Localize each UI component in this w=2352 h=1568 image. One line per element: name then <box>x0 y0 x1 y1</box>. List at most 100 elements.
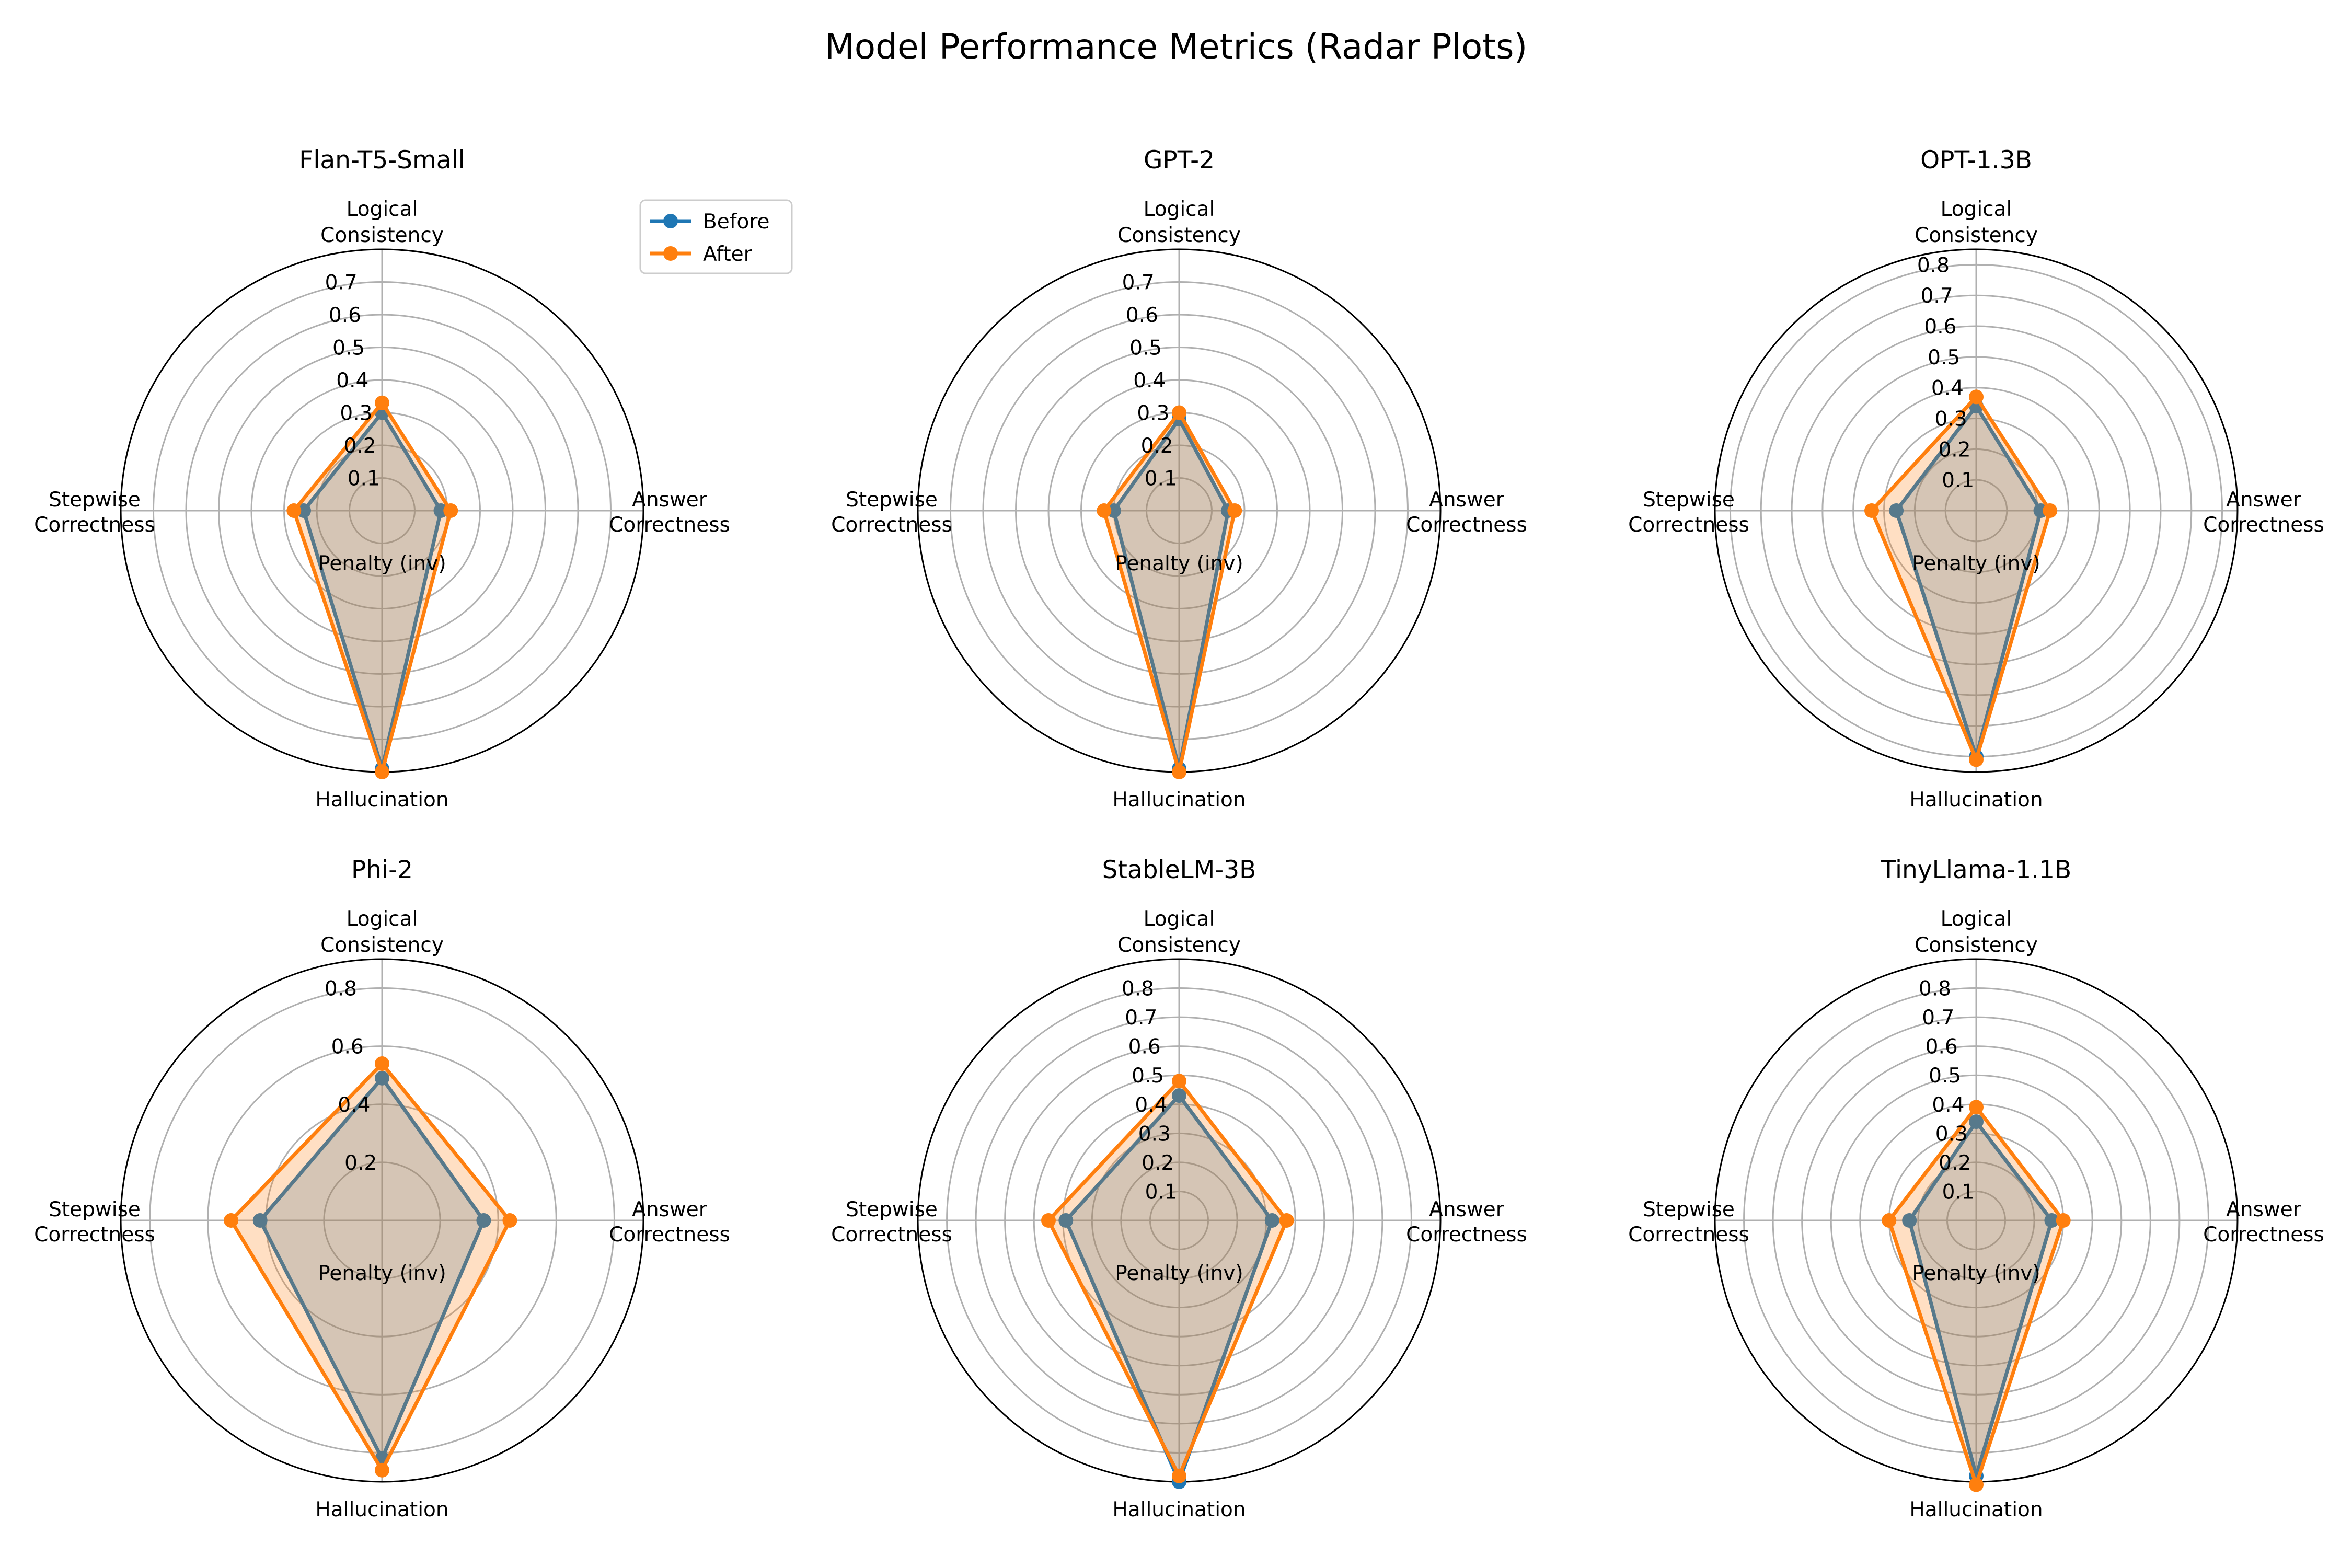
radial-tick-label: 0.5 <box>1929 1064 1961 1088</box>
panel-title: Phi-2 <box>351 856 413 884</box>
data-point-after-answer-correctness <box>502 1213 517 1228</box>
panel-title: TinyLlama-1.1B <box>1881 856 2072 884</box>
axis-label-logical-consistency-line1: Logical <box>1941 907 2012 931</box>
data-point-before-logical-consistency <box>375 1070 389 1086</box>
axis-label-logical-consistency-line1: Logical <box>1941 198 2012 221</box>
radial-tick-label: 0.4 <box>338 1093 370 1117</box>
data-point-before-stepwise-correctness <box>252 1213 268 1228</box>
data-point-before-answer-correctness <box>476 1213 491 1228</box>
data-point-after-logical-consistency <box>375 1056 389 1071</box>
data-point-after-hallucination-penalty-inv <box>1172 765 1186 779</box>
axis-label-hallucination-penalty-inv-line1: Hallucination <box>315 788 448 812</box>
data-point-after-stepwise-correctness <box>1097 503 1112 518</box>
data-point-after-hallucination-penalty-inv <box>1172 1468 1186 1483</box>
axis-label-hallucination-penalty-inv-line1: Hallucination <box>1112 788 1246 812</box>
axis-label-stepwise-correctness-line1: Stepwise <box>1643 488 1735 512</box>
series-fill-before <box>260 1078 484 1459</box>
axis-label-stepwise-correctness-line2: Correctness <box>1628 1223 1749 1247</box>
legend-marker-after <box>663 246 678 261</box>
axis-label-logical-consistency-line2: Consistency <box>320 933 444 957</box>
polar-spine <box>1714 248 2239 773</box>
series-fill-before <box>1896 406 2041 757</box>
data-point-after-logical-consistency <box>1969 1100 1984 1115</box>
radial-tick-label: 0.3 <box>340 402 372 425</box>
radial-tick-label: 0.5 <box>1132 1064 1164 1088</box>
radial-tick-label: 0.8 <box>325 977 357 1001</box>
series-fill-before <box>1114 419 1228 769</box>
axis-label-answer-correctness-line2: Correctness <box>2203 513 2324 537</box>
axis-label-stepwise-correctness-line2: Correctness <box>831 1223 952 1247</box>
radar-panel-phi-2: 0.20.40.60.8LogicalConsistencyAnswerCorr… <box>34 856 730 1521</box>
radial-tick-label: 0.7 <box>1122 271 1155 295</box>
radial-tick-label: 0.3 <box>1137 402 1169 425</box>
radial-tick-label: 0.5 <box>1129 337 1162 360</box>
axis-label-stepwise-correctness-line2: Correctness <box>34 513 155 537</box>
axis-label-hallucination-penalty-inv-line2: Penalty (inv) <box>318 1262 446 1285</box>
data-point-after-answer-correctness <box>443 503 458 518</box>
radial-tick-label: 0.8 <box>1122 977 1154 1001</box>
radar-panel-flan-t5-small: 0.1 0.2 0.3 0.4 0.5 0.6 0.7 Logical Consistency A… <box>34 146 730 812</box>
axis-label-answer-correctness-line1: Answer <box>632 488 708 512</box>
axis-label-hallucination-penalty-inv-line2: Penalty (inv) <box>318 552 446 575</box>
radial-tick-label: 0.4 <box>1133 369 1166 393</box>
axis-label-logical-consistency-line2: Consistency <box>1915 224 2038 247</box>
radar-panel-tinyllama-1-1b: 0.1 0.2 0.3 0.4 0.5 0.6 0.7 0.8 LogicalConsisten… <box>1628 856 2324 1521</box>
radial-tick-label: 0.1 <box>1145 467 1177 491</box>
data-point-after-answer-correctness <box>1279 1213 1294 1228</box>
axis-label-answer-correctness-line1: Answer <box>2226 488 2302 512</box>
axis-label-answer-correctness-line1: Answer <box>1429 488 1505 512</box>
radar-panel-gpt-2: 0.1 0.2 0.3 0.4 0.5 0.6 0.7 Logical Consistency A… <box>831 146 1527 812</box>
radial-tick-label: 0.5 <box>332 337 365 360</box>
radial-tick-label: 0.8 <box>1917 253 1950 277</box>
data-point-before-stepwise-correctness <box>1889 503 1904 518</box>
polar-spine <box>120 958 644 1483</box>
axis-label-answer-correctness-line2: Correctness <box>1406 513 1527 537</box>
data-point-after-stepwise-correctness <box>286 503 302 518</box>
legend-label-before: Before <box>703 210 770 234</box>
axis-label-answer-correctness-line2: Correctness <box>609 513 730 537</box>
radial-tick-label: 0.6 <box>329 304 361 327</box>
data-point-before-logical-consistency <box>1172 1088 1186 1103</box>
radial-tick-label: 0.4 <box>1931 377 1964 400</box>
radial-tick-label: 0.7 <box>1921 284 1953 308</box>
axis-label-stepwise-correctness-line1: Stepwise <box>49 1198 141 1221</box>
axis-label-answer-correctness-line2: Correctness <box>1406 1223 1527 1247</box>
radial-tick-label: 0.2 <box>1142 1151 1174 1175</box>
data-point-after-stepwise-correctness <box>224 1213 239 1228</box>
data-point-after-hallucination-penalty-inv <box>375 1462 389 1478</box>
radial-tick-label: 0.2 <box>344 1151 377 1175</box>
axis-label-logical-consistency-line1: Logical <box>1144 198 1215 221</box>
legend-marker-before <box>663 214 678 228</box>
data-point-before-answer-correctness <box>1264 1213 1279 1228</box>
radial-tick-label: 0.2 <box>1141 434 1173 458</box>
radial-tick-label: 0.3 <box>1935 408 1967 431</box>
panel-title: OPT-1.3B <box>1920 146 2032 175</box>
axis-label-stepwise-correctness-line1: Stepwise <box>846 1198 938 1221</box>
data-point-after-answer-correctness <box>1227 503 1242 518</box>
data-point-after-logical-consistency <box>1172 405 1186 420</box>
radial-tick-label: 0.1 <box>348 467 380 491</box>
panel-title: Flan-T5-Small <box>299 146 465 175</box>
data-point-after-logical-consistency <box>1172 1074 1186 1089</box>
axis-label-logical-consistency-line2: Consistency <box>1117 933 1241 957</box>
radial-tick-label: 0.3 <box>1935 1122 1968 1146</box>
data-point-after-stepwise-correctness <box>1864 503 1879 518</box>
radial-tick-label: 0.5 <box>1928 346 1960 370</box>
data-point-before-stepwise-correctness <box>1902 1213 1917 1228</box>
axis-label-hallucination-penalty-inv-line2: Penalty (inv) <box>1912 552 2040 575</box>
data-point-after-stepwise-correctness <box>1041 1213 1056 1228</box>
radial-tick-label: 0.7 <box>1922 1006 1954 1030</box>
radial-tick-label: 0.4 <box>1932 1093 1964 1117</box>
radar-panel-opt-1-3b: 0.1 0.2 0.3 0.4 0.5 0.6 0.7 0.8 Logical Consisten… <box>1628 146 2324 812</box>
radial-tick-label: 0.8 <box>1919 977 1951 1001</box>
axis-label-hallucination-penalty-inv-line2: Penalty (inv) <box>1912 1262 2040 1285</box>
axis-label-stepwise-correctness-line1: Stepwise <box>49 488 141 512</box>
data-point-after-hallucination-penalty-inv <box>1969 752 1984 767</box>
axis-label-answer-correctness-line1: Answer <box>1429 1198 1505 1221</box>
axis-label-answer-correctness-line2: Correctness <box>2203 1223 2324 1247</box>
axis-label-stepwise-correctness-line2: Correctness <box>34 1223 155 1247</box>
series-fill-before <box>1066 1096 1272 1482</box>
data-point-after-logical-consistency <box>1969 389 1984 405</box>
axis-label-hallucination-penalty-inv-line1: Hallucination <box>1909 788 2043 812</box>
